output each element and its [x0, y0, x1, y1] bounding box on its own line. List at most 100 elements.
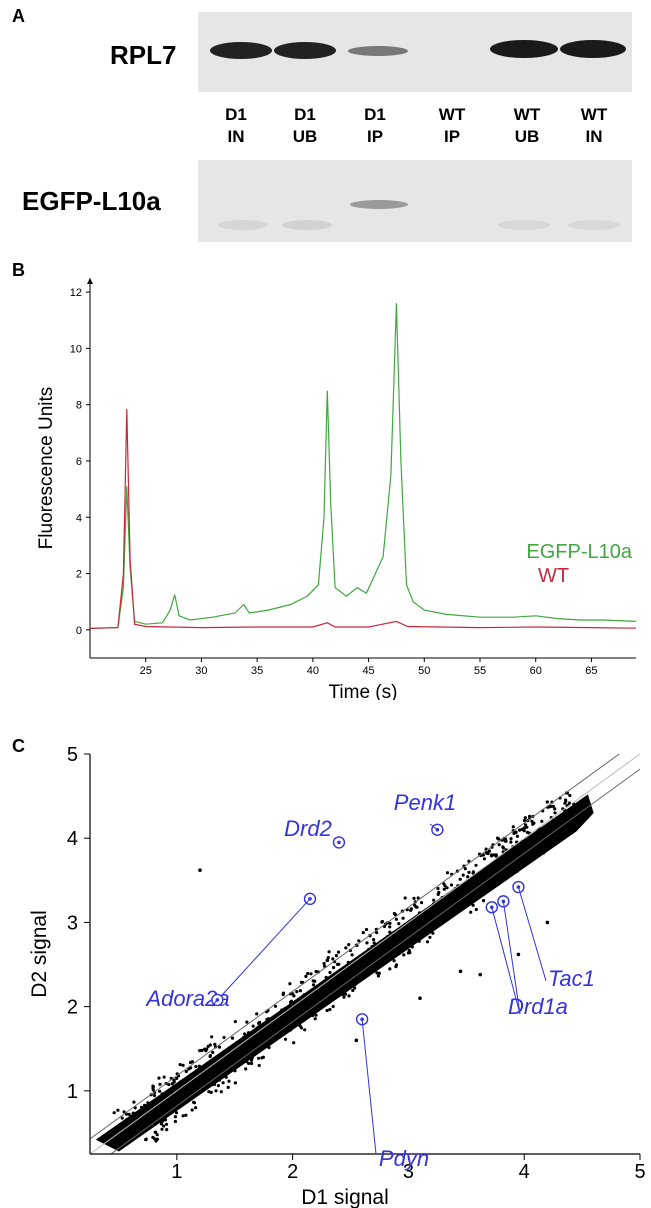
- scatter-point: [112, 1111, 116, 1115]
- scatter-point: [162, 1075, 166, 1079]
- scatter-point: [449, 898, 453, 902]
- rpl7-label: RPL7: [110, 40, 177, 70]
- scatter-point: [249, 1058, 254, 1062]
- scatter-point: [221, 1081, 225, 1085]
- lane-label-5: WT UB: [500, 104, 554, 148]
- scatter-point: [334, 991, 338, 995]
- scatter-point: [351, 988, 355, 993]
- scatter-point: [413, 925, 417, 929]
- scatter-point: [561, 814, 566, 818]
- scatter-point: [301, 1019, 305, 1023]
- scatter-point: [536, 839, 540, 843]
- rpl7-band-lane2: [274, 42, 336, 59]
- gene-label-drd2: Drd2: [284, 816, 332, 841]
- scatter-point: [462, 899, 466, 903]
- scatter-point: [433, 919, 437, 923]
- scatter-point: [542, 826, 546, 830]
- scatter-point: [577, 809, 581, 813]
- scatter-point: [365, 955, 370, 959]
- scatter-point: [487, 870, 491, 874]
- scatter-point: [468, 896, 472, 900]
- scatter-point: [427, 916, 431, 920]
- scatter-point: [298, 989, 302, 993]
- scatter-point: [273, 1004, 278, 1008]
- scatter-point: [364, 927, 369, 932]
- scatter-point: [545, 800, 549, 804]
- scatter-point: [394, 965, 398, 969]
- x-tick-label: 50: [418, 665, 430, 677]
- scatter-point: [388, 925, 392, 929]
- scatter-point: [416, 922, 420, 926]
- scatter-point: [447, 904, 451, 908]
- scatter-point: [294, 1004, 298, 1008]
- scatter-point: [216, 1084, 220, 1088]
- egfp-l10a-label: EGFP-L10a: [22, 186, 161, 216]
- rpl7-band-lane6: [560, 40, 626, 58]
- scatter-point: [553, 811, 557, 815]
- scatter-point: [180, 1090, 184, 1094]
- scatter-point: [347, 994, 351, 998]
- scatter-point: [212, 1082, 216, 1087]
- scatter-point: [331, 983, 336, 987]
- scatter-point: [508, 872, 512, 876]
- lane-label-1: D1 IN: [209, 104, 263, 148]
- scatter-point: [271, 1021, 275, 1026]
- scatter-point: [181, 1063, 185, 1067]
- scatter-point: [414, 905, 418, 909]
- scatter-point: [128, 1126, 132, 1130]
- x-tick-label: 2: [287, 1161, 298, 1183]
- lane-label-line1: WT: [580, 105, 608, 124]
- scatter-point: [375, 971, 379, 975]
- scatter-point: [295, 990, 299, 994]
- scatter-point: [120, 1116, 124, 1120]
- scatter-point: [442, 887, 446, 891]
- gene-leader-line: [211, 898, 311, 1007]
- scatter-point: [501, 864, 505, 868]
- scatter-point: [506, 857, 510, 861]
- scatter-point: [437, 909, 441, 913]
- scatter-point: [418, 996, 422, 1001]
- scatter-point: [522, 849, 526, 854]
- scatter-point: [194, 1106, 198, 1110]
- x-axis-title: Time (s): [329, 682, 398, 700]
- scatter-point: [257, 1056, 261, 1060]
- scatter-point: [122, 1110, 126, 1114]
- scatter-point: [230, 1036, 235, 1040]
- scatter-point: [407, 948, 411, 953]
- rpl7-blot: [198, 12, 632, 92]
- x-tick-label: 30: [195, 665, 207, 677]
- y-tick-label: 4: [76, 512, 82, 524]
- scatter-point: [243, 1043, 247, 1047]
- scatter-point: [194, 1065, 198, 1069]
- scatter-point: [357, 939, 361, 943]
- scatter-point: [127, 1112, 131, 1116]
- scatter-point: [283, 1037, 288, 1041]
- scatter-point: [158, 1082, 162, 1086]
- scatter-point: [251, 1053, 255, 1057]
- scatter-point: [292, 1041, 296, 1045]
- x-tick-label: 5: [634, 1161, 645, 1183]
- scatter-point: [532, 821, 536, 825]
- egfp-faint-band-2: [282, 220, 332, 230]
- scatter-point: [271, 1029, 275, 1033]
- scatter-point: [227, 1079, 231, 1083]
- scatter-point: [463, 883, 467, 887]
- scatter-point: [521, 856, 525, 861]
- scatter-point: [226, 1061, 230, 1065]
- rpl7-band-lane1: [210, 42, 272, 59]
- x-tick-label: 65: [585, 665, 597, 677]
- scatter-point: [497, 837, 501, 841]
- scatter-point: [196, 1081, 200, 1085]
- series-line-egfp-l10a: [89, 303, 637, 629]
- scatter-point: [467, 859, 471, 863]
- gene-label-penk1: Penk1: [394, 790, 456, 815]
- scatter-point: [452, 911, 456, 916]
- scatter-point: [309, 972, 313, 976]
- scatter-point: [588, 812, 592, 816]
- scatter-point: [528, 853, 532, 857]
- gene-leader-line: [429, 823, 438, 831]
- scatter-point: [397, 951, 401, 955]
- scatter-point: [244, 1067, 248, 1071]
- scatter-point: [137, 1123, 141, 1127]
- scatter-point: [365, 941, 369, 945]
